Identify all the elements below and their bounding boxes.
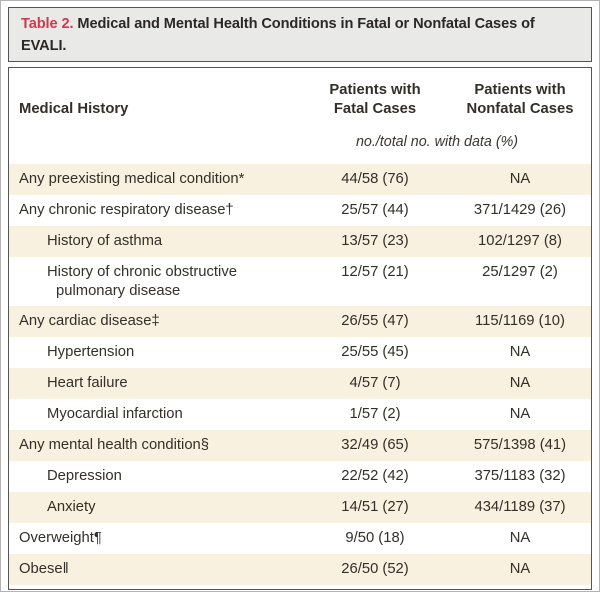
- conditions-table: Medical History Patients with Fatal Case…: [8, 67, 592, 590]
- units-note: no./total no. with data (%): [355, 134, 519, 150]
- fatal-value: 25/55 (45): [341, 344, 409, 361]
- row-label: Anxiety: [47, 499, 96, 516]
- row-label: Any mental health condition§: [19, 437, 210, 454]
- nonfatal-value: 375/1183 (32): [474, 468, 566, 485]
- fatal-value: 13/57 (23): [341, 233, 409, 249]
- table-row: Myocardial infarction 1/57 (2) NA: [9, 399, 591, 430]
- row-label: Heart failure: [47, 375, 128, 392]
- nonfatal-value: NA: [509, 406, 531, 423]
- nonfatal-value: 115/1169 (10): [475, 313, 565, 330]
- fatal-value: 14/51 (27): [341, 499, 409, 516]
- table-row: Overweight¶ 9/50 (18) NA: [9, 523, 591, 554]
- column-header-nonfatal-cases: Patients with Nonfatal Cases: [466, 82, 574, 117]
- nonfatal-value: NA: [509, 375, 531, 392]
- table-number-label: Table 2.: [21, 16, 74, 32]
- column-header-row: Medical History Patients with Fatal Case…: [9, 68, 591, 118]
- fatal-value: 4/57 (7): [349, 375, 401, 392]
- row-label: Overweight¶: [19, 530, 102, 547]
- table-row: History of chronic obstructive pulmonary…: [9, 257, 591, 306]
- row-label: Any preexisting medical condition*: [19, 171, 245, 187]
- table-row: Depression 22/52 (42) 375/1183 (32): [9, 461, 591, 492]
- row-label: Depression: [47, 468, 122, 485]
- row-label: Hypertension: [47, 344, 135, 361]
- table-row: Any preexisting medical condition* 44/58…: [9, 164, 591, 195]
- nonfatal-value: 434/1189 (37): [474, 499, 566, 516]
- table-row: Any chronic respiratory disease† 25/57 (…: [9, 195, 591, 226]
- row-label: History of chronic obstructive pulmonary…: [47, 264, 237, 299]
- fatal-value: 12/57 (21): [341, 264, 409, 280]
- table-title: Table 2. Medical and Mental Health Condi…: [8, 7, 592, 62]
- fatal-value: 32/49 (65): [341, 437, 409, 454]
- units-row: no./total no. with data (%): [9, 118, 591, 164]
- nonfatal-value: NA: [509, 530, 531, 547]
- row-label: Any chronic respiratory disease†: [19, 202, 234, 218]
- fatal-value: 26/50 (52): [341, 561, 409, 578]
- table-row: Any mental health condition§ 32/49 (65) …: [9, 430, 591, 462]
- table-title-text: Medical and Mental Health Conditions in …: [21, 16, 535, 54]
- table-row: History of asthma 13/57 (23) 102/1297 (8…: [9, 226, 591, 257]
- fatal-value: 1/57 (2): [349, 406, 401, 423]
- table-row: Hypertension 25/55 (45) NA: [9, 337, 591, 368]
- fatal-value: 9/50 (18): [345, 530, 405, 547]
- table-row: Any cardiac disease‡ 26/55 (47) 115/1169…: [9, 306, 591, 338]
- nonfatal-value: NA: [509, 344, 531, 361]
- table-row: Obese‖ 26/50 (52) NA: [9, 554, 591, 586]
- fatal-value: 44/58 (76): [341, 171, 409, 187]
- nonfatal-value: NA: [509, 171, 531, 187]
- table-row: Anxiety 14/51 (27) 434/1189 (37): [9, 492, 591, 524]
- table-body: Any preexisting medical condition* 44/58…: [9, 164, 591, 586]
- nonfatal-value: 371/1429 (26): [473, 202, 567, 218]
- nonfatal-value: 25/1297 (2): [482, 264, 558, 280]
- fatal-value: 25/57 (44): [341, 202, 409, 218]
- nonfatal-value: 575/1398 (41): [473, 437, 567, 454]
- row-label: Myocardial infarction: [47, 406, 183, 423]
- column-header-medical-history: Medical History: [19, 100, 129, 117]
- row-label: Any cardiac disease‡: [19, 313, 160, 330]
- fatal-value: 22/52 (42): [341, 468, 409, 485]
- nonfatal-value: NA: [509, 561, 531, 578]
- row-label: History of asthma: [47, 233, 163, 249]
- row-label: Obese‖: [19, 561, 69, 578]
- column-header-fatal-cases: Patients with Fatal Cases: [329, 82, 421, 117]
- table-row: Heart failure 4/57 (7) NA: [9, 368, 591, 400]
- fatal-value: 26/55 (47): [341, 313, 409, 330]
- nonfatal-value: 102/1297 (8): [478, 233, 562, 249]
